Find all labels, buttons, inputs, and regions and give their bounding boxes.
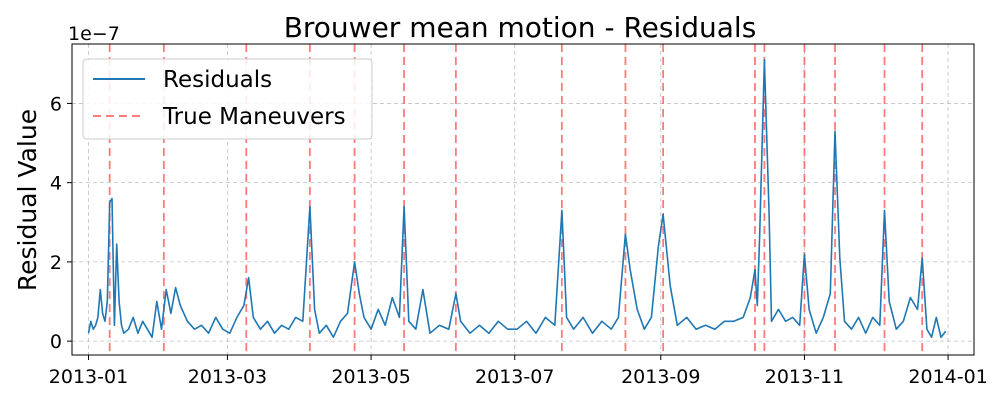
chart-title: Brouwer mean motion - Residuals (284, 11, 757, 44)
y-tick-label: 4 (50, 173, 62, 195)
y-tick-label: 2 (50, 252, 62, 274)
y-axis-ticks: 0 2 4 6 (50, 93, 72, 353)
x-tick-label: 2013-07 (475, 366, 554, 388)
legend-label-residuals: Residuals (163, 67, 272, 93)
x-axis-ticks: 2013-01 2013-03 2013-05 2013-07 2013-09 2013-… (49, 355, 988, 388)
x-tick-label: 2013-11 (765, 366, 844, 388)
residuals-series (87, 58, 947, 339)
x-tick-label: 2013-01 (49, 366, 128, 388)
residuals-line (87, 58, 947, 339)
y-tick-label: 0 (50, 331, 62, 353)
legend-box (82, 58, 373, 140)
y-tick-label: 6 (50, 93, 62, 115)
legend: Residuals True Maneuvers (82, 58, 373, 140)
x-tick-label: 2013-03 (188, 366, 267, 388)
legend-label-maneuvers: True Maneuvers (162, 104, 346, 130)
y-offset-label: 1e−7 (68, 23, 120, 45)
x-tick-label: 2013-09 (621, 366, 700, 388)
x-tick-label: 2014-01 (908, 366, 987, 388)
y-axis-label: Residual Value (13, 109, 42, 291)
x-tick-label: 2013-05 (331, 366, 410, 388)
plot-frame (71, 43, 975, 356)
